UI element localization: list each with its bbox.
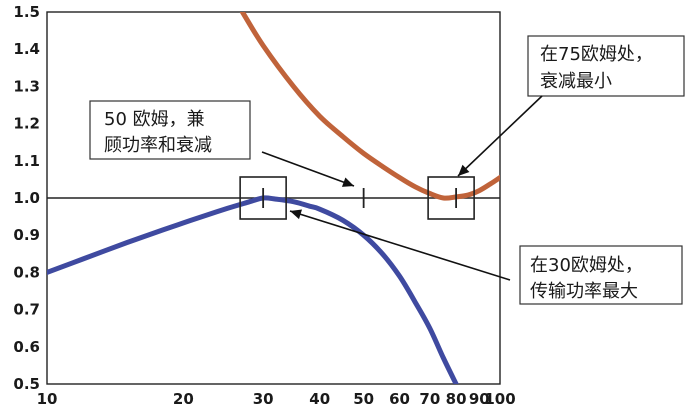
y-tick-label: 1.2 xyxy=(13,115,40,133)
x-tick-label: 90 xyxy=(469,390,490,408)
y-tick-label: 1.4 xyxy=(13,40,40,58)
x-tick-label: 40 xyxy=(309,390,330,408)
power-callout-text: 在30欧姆处， xyxy=(530,255,643,276)
attenuation-callout-box xyxy=(527,35,685,97)
compromise-callout-box xyxy=(89,100,251,160)
marks-group xyxy=(239,176,475,220)
y-tick-label: 0.5 xyxy=(13,375,40,393)
x-tick-label: 30 xyxy=(253,390,274,408)
y-tick-label: 0.9 xyxy=(13,226,40,244)
x-tick-label: 10 xyxy=(37,390,58,408)
power-callout-arrow-line xyxy=(289,210,511,281)
compromise-callout-text: 顾功率和衰减 xyxy=(104,135,212,156)
y-tick-label: 0.6 xyxy=(13,338,40,356)
y-tick-label: 0.8 xyxy=(13,263,40,281)
x-tick-label: 60 xyxy=(389,390,410,408)
power-curve xyxy=(47,195,459,384)
compromise-callout-arrow-line xyxy=(261,151,355,187)
x-tick-label: 100 xyxy=(484,390,515,408)
compromise-callout-arrow-head xyxy=(341,177,354,187)
attenuation-callout-text: 衰减最小 xyxy=(540,71,612,92)
x-tick-label: 80 xyxy=(446,390,467,408)
y-tick-label: 1.3 xyxy=(13,77,40,95)
x-tick-label: 50 xyxy=(353,390,374,408)
y-tick-label: 1.5 xyxy=(13,3,40,21)
attenuation-callout-text: 在75欧姆处， xyxy=(540,44,653,65)
x-tick-label: 70 xyxy=(419,390,440,408)
power-callout-arrow-head xyxy=(290,209,302,220)
attenuation-callout-arrow-head xyxy=(458,164,470,176)
power-callout-text: 传输功率最大 xyxy=(530,281,638,302)
y-tick-label: 1.0 xyxy=(13,189,40,207)
y-tick-label: 1.1 xyxy=(13,152,40,170)
max-power-highlight-box xyxy=(239,176,287,220)
tick-labels-group: 0.5 0.6 0.7 0.8 0.9 1.0 1.1 1.2 1.3 1.4 1.5 10 20 30 4… xyxy=(13,3,515,408)
x-tick-label: 20 xyxy=(173,390,194,408)
power-callout-box xyxy=(519,245,683,305)
compromise-callout-text: 50 欧姆，兼 xyxy=(104,109,205,130)
y-tick-label: 0.7 xyxy=(13,301,40,319)
attenuation-callout-arrow-line xyxy=(457,95,543,177)
min-attenuation-highlight-box xyxy=(427,176,475,220)
